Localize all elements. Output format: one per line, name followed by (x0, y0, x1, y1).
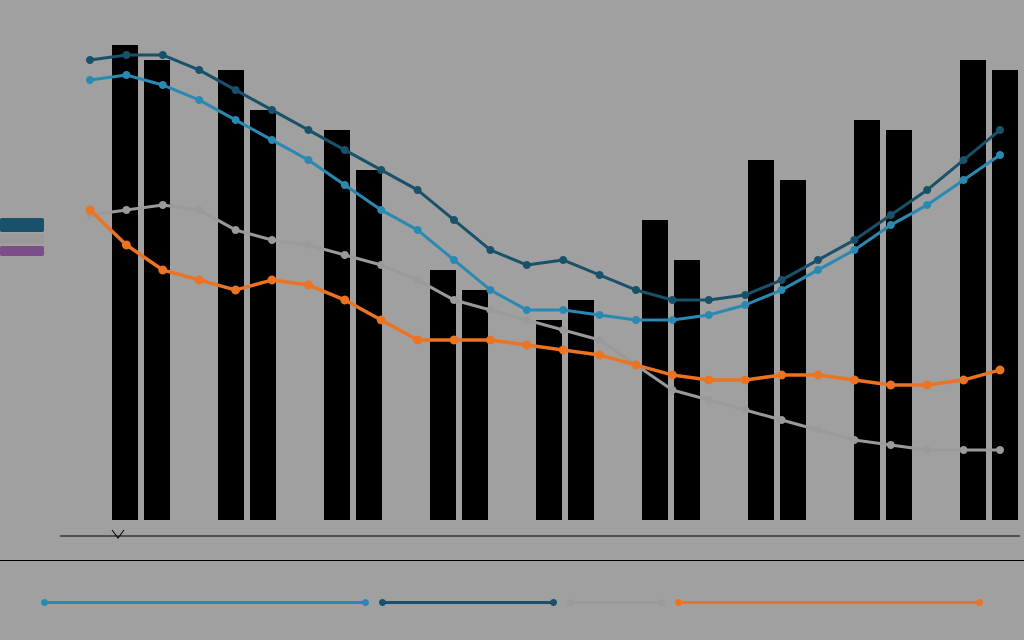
legend-item-series-d (679, 601, 979, 604)
chart-svg (0, 0, 1024, 640)
legend-swatch (679, 601, 979, 604)
legend (0, 592, 1024, 612)
left-badge (0, 234, 44, 244)
legend-swatch (571, 601, 661, 604)
legend-item-series-c (571, 601, 661, 604)
chart-container (0, 0, 1024, 640)
left-badge (0, 218, 44, 232)
legend-swatch (383, 601, 553, 604)
legend-separator (0, 560, 1024, 561)
legend-swatch (45, 601, 365, 604)
left-badge (0, 246, 44, 256)
legend-item-series-b (383, 601, 553, 604)
legend-item-series-a (45, 601, 365, 604)
